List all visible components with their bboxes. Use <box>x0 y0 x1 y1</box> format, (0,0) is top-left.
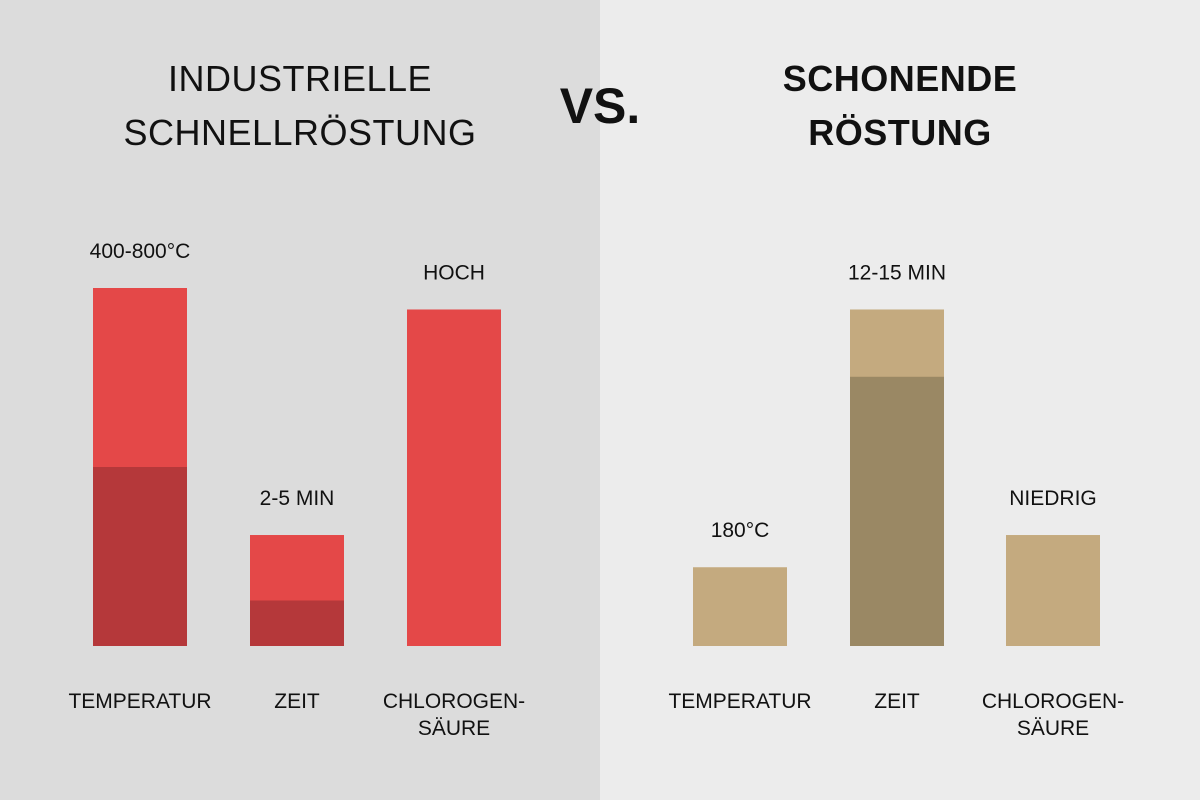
industrial-3-bar <box>407 309 501 646</box>
gentle-3-bar <box>1006 535 1100 646</box>
industrial-2-category-label: ZEIT <box>274 690 320 713</box>
left-title-line2: SCHNELLRÖSTUNG <box>123 112 477 153</box>
right-title: SCHONENDE RÖSTUNG <box>600 52 1200 160</box>
gentle-1-value-label: 180°C <box>711 519 770 542</box>
left-title: INDUSTRIELLE SCHNELLRÖSTUNG <box>0 52 600 160</box>
right-title-line2: RÖSTUNG <box>808 112 992 153</box>
gentle-1-bar <box>693 567 787 646</box>
vs-label: VS. <box>559 78 641 134</box>
industrial-2-value-label: 2-5 MIN <box>260 487 335 510</box>
industrial-1-category-label: TEMPERATUR <box>68 690 211 713</box>
industrial-1-bar-dark-segment <box>93 467 187 646</box>
industrial-3-category-label: SÄURE <box>418 717 490 740</box>
industrial-1-value-label: 400-800°C <box>90 240 191 263</box>
gentle-3-category-label: CHLOROGEN- <box>982 690 1124 713</box>
gentle-2-bar-dark-segment <box>850 376 944 646</box>
right-title-line1: SCHONENDE <box>782 58 1018 99</box>
left-title-line1: INDUSTRIELLE <box>167 58 433 99</box>
industrial-3-value-label: HOCH <box>423 261 485 284</box>
industrial-2-bar-dark-segment <box>250 600 344 646</box>
gentle-2-value-label: 12-15 MIN <box>848 261 946 284</box>
gentle-2-category-label: ZEIT <box>874 690 920 713</box>
industrial-3-category-label: CHLOROGEN- <box>383 690 525 713</box>
gentle-3-category-label: SÄURE <box>1017 717 1089 740</box>
gentle-1-category-label: TEMPERATUR <box>668 690 811 713</box>
gentle-3-value-label: NIEDRIG <box>1009 487 1097 510</box>
